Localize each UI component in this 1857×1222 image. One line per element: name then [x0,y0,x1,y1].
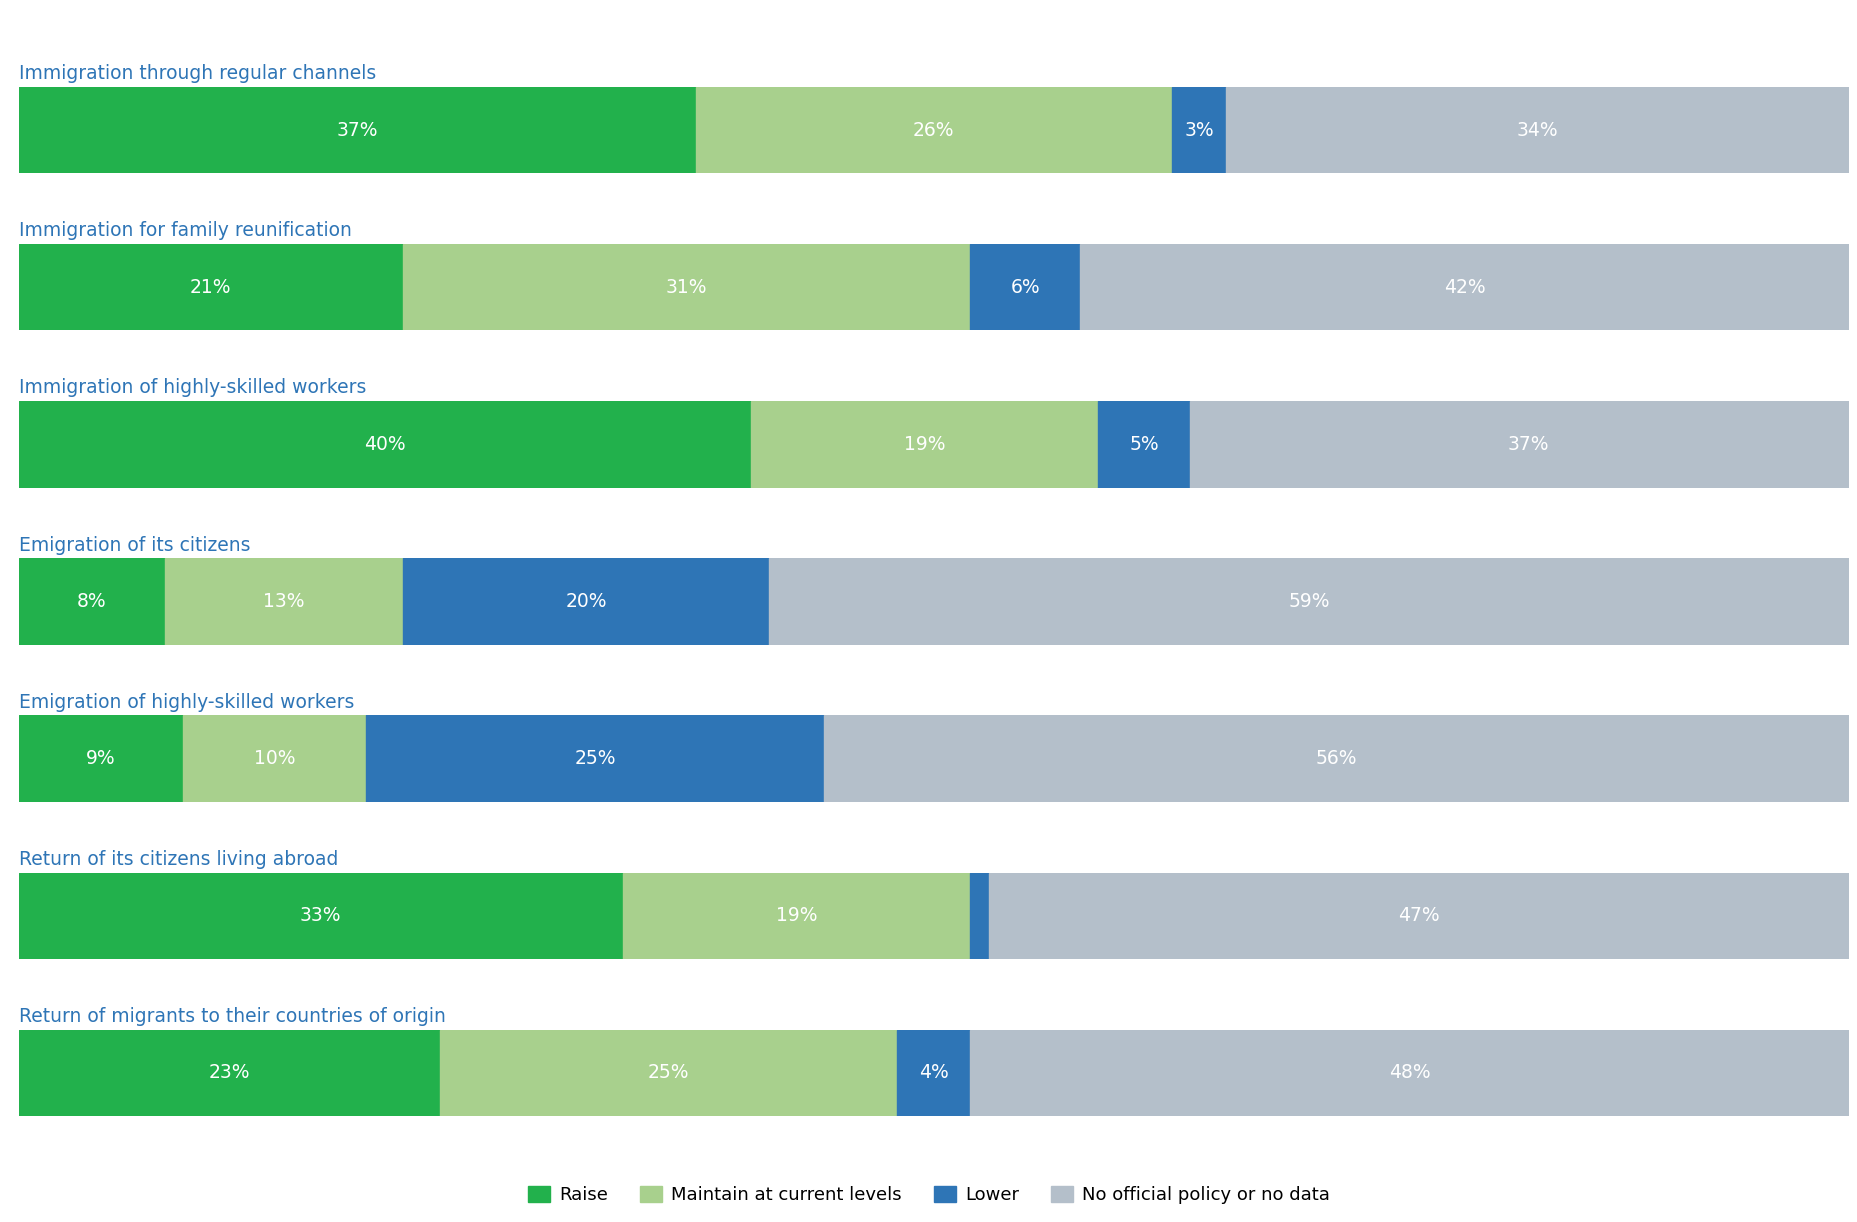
Bar [823,715,1848,802]
Text: 48%: 48% [1387,1063,1430,1083]
Bar [403,558,769,645]
Text: 9%: 9% [85,749,115,769]
Text: 6%: 6% [1010,277,1040,297]
Text: 25%: 25% [648,1063,689,1083]
Bar [897,1030,969,1116]
Text: 47%: 47% [1396,907,1439,925]
Bar [969,873,988,959]
Text: 8%: 8% [76,591,106,611]
Bar [622,873,969,959]
Bar [1079,244,1848,330]
Text: Emigration of highly-skilled workers: Emigration of highly-skilled workers [19,693,355,711]
Bar [19,558,165,645]
Bar [769,558,1848,645]
Text: 33%: 33% [299,907,342,925]
Text: 4%: 4% [917,1063,949,1083]
Bar [440,1030,897,1116]
Text: 13%: 13% [264,591,305,611]
Bar [695,87,1172,174]
Text: 34%: 34% [1515,121,1558,139]
Text: Immigration of highly-skilled workers: Immigration of highly-skilled workers [19,379,366,397]
Bar [165,558,403,645]
Text: 23%: 23% [208,1063,249,1083]
Bar [19,87,695,174]
Text: 19%: 19% [903,435,945,453]
Bar [969,1030,1848,1116]
Bar [19,715,184,802]
Text: 40%: 40% [364,435,405,453]
Text: 31%: 31% [665,277,708,297]
Text: 37%: 37% [1506,435,1549,453]
Text: 59%: 59% [1287,591,1330,611]
Bar [19,1030,440,1116]
Bar [969,244,1079,330]
Text: Immigration through regular channels: Immigration through regular channels [19,65,375,83]
Text: 25%: 25% [574,749,615,769]
Text: Return of its citizens living abroad: Return of its citizens living abroad [19,849,338,869]
Bar [1226,87,1848,174]
Text: 19%: 19% [774,907,817,925]
Bar [988,873,1848,959]
Text: 10%: 10% [254,749,295,769]
Bar [1097,401,1188,488]
Bar [750,401,1097,488]
Bar [403,244,969,330]
Bar [366,715,823,802]
Bar [1188,401,1857,488]
Bar [1172,87,1226,174]
Bar [19,401,750,488]
Bar [184,715,366,802]
Text: 42%: 42% [1443,277,1484,297]
Bar [19,244,403,330]
Legend: Raise, Maintain at current levels, Lower, No official policy or no data: Raise, Maintain at current levels, Lower… [518,1177,1339,1213]
Text: 3%: 3% [1183,121,1213,139]
Text: 5%: 5% [1129,435,1159,453]
Text: 21%: 21% [189,277,232,297]
Text: Return of migrants to their countries of origin: Return of migrants to their countries of… [19,1007,446,1026]
Text: 37%: 37% [336,121,377,139]
Text: 26%: 26% [912,121,954,139]
Text: Immigration for family reunification: Immigration for family reunification [19,221,351,241]
Text: 56%: 56% [1315,749,1356,769]
Bar [19,873,622,959]
Text: 20%: 20% [565,591,607,611]
Text: Emigration of its citizens: Emigration of its citizens [19,535,251,555]
